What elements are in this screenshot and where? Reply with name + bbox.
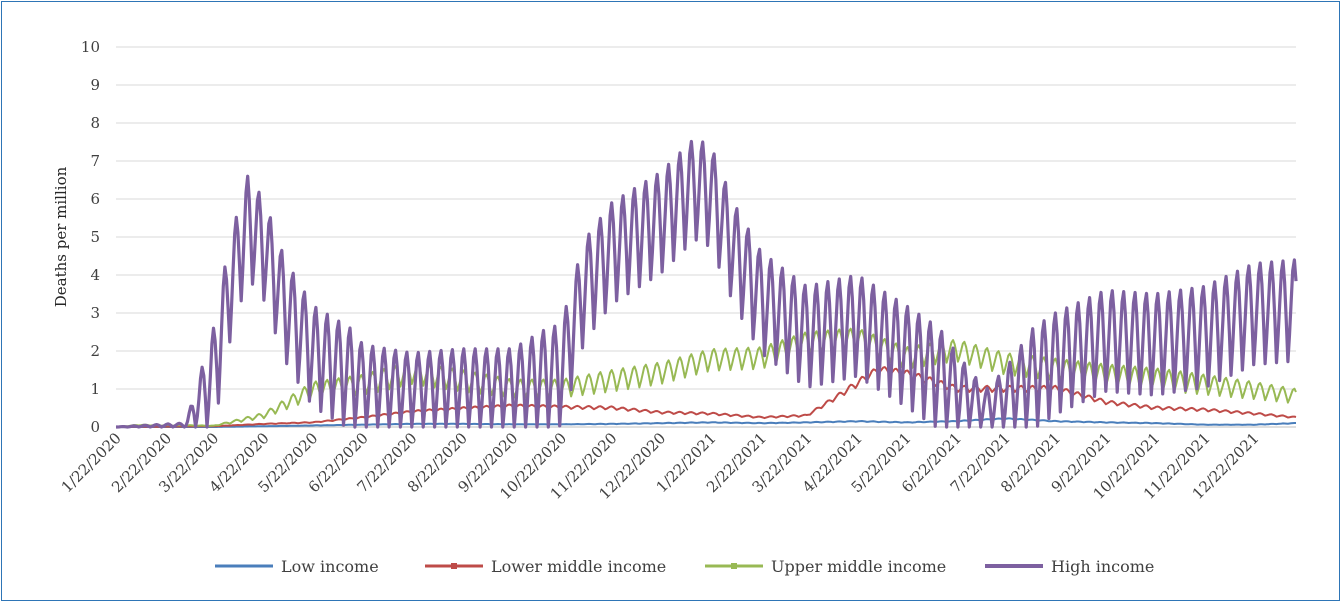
series-lines [115,139,1298,429]
y-tick-label: 9 [90,76,100,94]
legend-item: Lower middle income [425,557,666,576]
legend-label: Lower middle income [491,557,666,576]
legend: Low income Lower middle income Upper middl… [215,557,1154,576]
y-axis-ticks: 0 1 2 3 4 5 6 7 8 9 10 [81,38,100,436]
y-tick-label: 2 [90,342,100,360]
y-tick-label: 7 [90,152,100,170]
legend-marker [451,563,457,569]
y-tick-label: 6 [90,190,100,208]
y-tick-label: 4 [90,266,100,284]
legend-label: Low income [281,557,379,576]
legend-marker [731,563,737,569]
legend-label: High income [1051,557,1154,576]
y-tick-label: 1 [90,380,100,398]
series-line-0 [116,417,1296,428]
series-line-1 [116,366,1297,428]
series-line-2 [115,327,1297,428]
legend-item: High income [985,557,1154,576]
y-axis-title: Deaths per million [52,166,70,307]
y-tick-label: 5 [90,228,100,246]
legend-item: Upper middle income [705,557,946,576]
y-tick-label: 3 [90,304,100,322]
y-tick-label: 0 [90,418,100,436]
series-line-3 [116,139,1298,429]
y-tick-label: 8 [90,114,100,132]
legend-label: Upper middle income [771,557,946,576]
y-tick-label: 10 [81,38,100,56]
legend-item: Low income [215,557,379,576]
x-axis-ticks: 1/22/20202/22/20203/22/20204/22/20205/22… [58,429,1263,503]
